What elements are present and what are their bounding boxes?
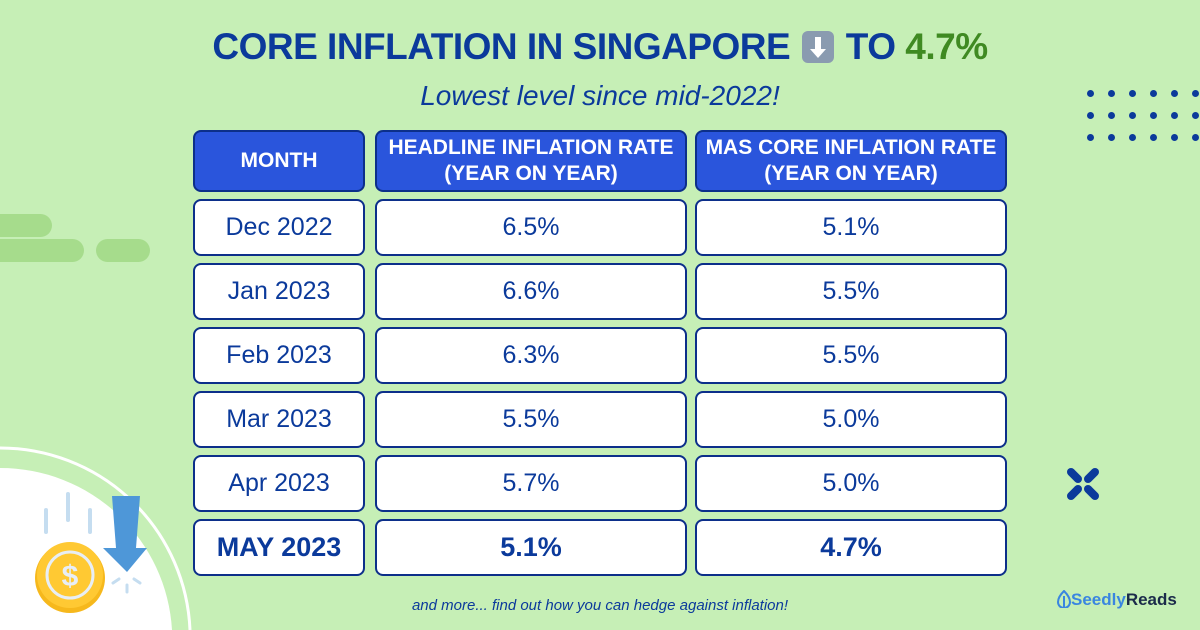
dot [1150, 90, 1157, 97]
dot [1150, 134, 1157, 141]
pill-decoration [0, 214, 52, 237]
header-month: MONTH [193, 130, 365, 192]
dot [1171, 134, 1178, 141]
cell-headline: 6.5% [375, 199, 687, 256]
logo-seedly: Seedly [1071, 590, 1126, 609]
dot [1171, 112, 1178, 119]
dot [1087, 134, 1094, 141]
falling-coin-illustration: $ [0, 446, 192, 630]
dot [1150, 112, 1157, 119]
seedlyreads-logo: SeedlyReads [1056, 589, 1177, 610]
dot [1171, 90, 1178, 97]
dot [1108, 112, 1115, 119]
cell-headline: 5.7% [375, 455, 687, 512]
pill-decoration [0, 239, 84, 262]
dot [1129, 134, 1136, 141]
cell-month: Jan 2023 [193, 263, 365, 320]
down-arrow-icon [802, 31, 834, 63]
svg-text:$: $ [62, 560, 79, 593]
footer-text: and more... find out how you can hedge a… [411, 597, 789, 614]
title-to: TO [845, 26, 896, 67]
dot [1192, 112, 1199, 119]
title-text: CORE INFLATION IN SINGAPORE [212, 26, 791, 67]
dot [1129, 112, 1136, 119]
cell-month: Feb 2023 [193, 327, 365, 384]
cell-month: Dec 2022 [193, 199, 365, 256]
dot [1192, 90, 1199, 97]
cell-headline: 5.1% [375, 519, 687, 576]
cell-core: 5.0% [695, 455, 1007, 512]
dot [1087, 90, 1094, 97]
header-headline: HEADLINE INFLATION RATE (YEAR ON YEAR) [375, 130, 687, 192]
cell-month: Mar 2023 [193, 391, 365, 448]
x-mark-decoration [1067, 468, 1099, 500]
cell-headline: 6.6% [375, 263, 687, 320]
cell-core: 5.5% [695, 263, 1007, 320]
dot [1108, 90, 1115, 97]
dot [1087, 112, 1094, 119]
cell-core: 5.5% [695, 327, 1007, 384]
pill-decoration [96, 239, 150, 262]
dot [1129, 90, 1136, 97]
dot [1192, 134, 1199, 141]
header-core: MAS CORE INFLATION RATE (YEAR ON YEAR) [695, 130, 1007, 192]
cell-month: MAY 2023 [193, 519, 365, 576]
leaf-icon [1056, 589, 1072, 609]
logo-reads: Reads [1125, 590, 1177, 609]
dot [1108, 134, 1115, 141]
title-highlight: 4.7% [905, 26, 988, 67]
cell-headline: 5.5% [375, 391, 687, 448]
page-title: CORE INFLATION IN SINGAPORE TO 4.7% [0, 26, 1200, 68]
cell-core: 5.0% [695, 391, 1007, 448]
subtitle: Lowest level since mid-2022! [420, 80, 780, 111]
cell-month: Apr 2023 [193, 455, 365, 512]
cell-headline: 6.3% [375, 327, 687, 384]
cell-core: 5.1% [695, 199, 1007, 256]
cell-core: 4.7% [695, 519, 1007, 576]
